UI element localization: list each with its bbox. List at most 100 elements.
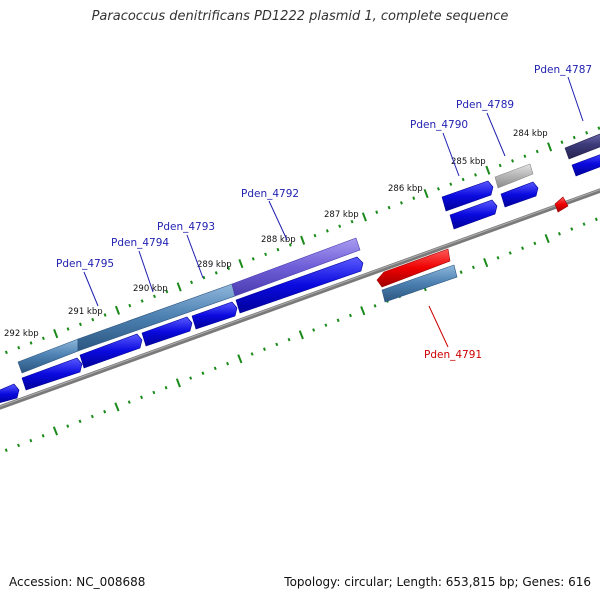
scale-label-285: 285 kbp: [451, 157, 486, 167]
accession-label: Accession: NC_008688: [9, 575, 146, 589]
topology-summary: Topology: circular; Length: 653,815 bp; …: [284, 575, 591, 589]
cds-arrow-pden-4789[interactable]: [500, 181, 539, 208]
scale-tick-minor: [164, 385, 168, 390]
scale-tick-minor: [66, 327, 70, 331]
scale-tick-minor: [275, 342, 279, 347]
scale-tick-minor: [449, 182, 453, 186]
scale-label-291: 291 kbp: [68, 307, 103, 317]
gene-label-pden-4791[interactable]: Pden_4791: [424, 349, 482, 361]
scale-label-284: 284 kbp: [513, 129, 548, 139]
gene-label-pden-4790[interactable]: Pden_4790: [410, 119, 468, 131]
gene-label-pden-4795[interactable]: Pden_4795: [56, 258, 114, 270]
scale-tick-minor: [227, 266, 231, 271]
cds-arrow-pden-4794[interactable]: [79, 333, 143, 369]
scale-tick-minor: [557, 232, 561, 236]
scale-label-290: 290 kbp: [133, 284, 168, 294]
cds-arrow-pden-4788[interactable]: [554, 196, 569, 213]
scale-tick-minor: [41, 336, 45, 341]
scale-tick-major: [485, 165, 491, 175]
scale-tick-minor: [461, 177, 465, 182]
scale-tick-major: [483, 258, 489, 268]
gene-label-pden-4794[interactable]: Pden_4794: [111, 237, 169, 249]
gene-feature-pden-4789[interactable]: [494, 163, 534, 189]
scale-tick-minor: [338, 224, 342, 228]
scale-tick-minor: [523, 154, 527, 158]
scale-tick-major: [53, 329, 59, 339]
scale-tick-major: [360, 306, 366, 316]
scale-tick-minor: [313, 233, 317, 238]
leader-pden-4795: [83, 271, 99, 307]
scale-tick-minor: [214, 271, 218, 275]
scale-tick-minor: [350, 219, 354, 224]
scale-tick-minor: [190, 280, 194, 285]
cds-arrow-pden-4790a[interactable]: [441, 180, 494, 212]
cds-arrow-pden-4787[interactable]: [571, 151, 600, 177]
scale-tick-minor: [373, 304, 377, 308]
scale-tick-minor: [375, 210, 379, 214]
scale-tick-major: [298, 330, 304, 340]
scale-tick-minor: [496, 256, 500, 260]
scale-tick-minor: [348, 313, 352, 318]
cds-arrow-pden-4795[interactable]: [21, 357, 83, 391]
scale-tick-minor: [570, 227, 574, 231]
scale-tick-minor: [597, 126, 600, 130]
scale-tick-minor: [436, 187, 440, 191]
scale-tick-minor: [533, 241, 537, 246]
gene-label-pden-4789[interactable]: Pden_4789: [456, 99, 514, 111]
gene-label-pden-4787[interactable]: Pden_4787: [534, 64, 592, 76]
cds-arrow-pden-4791[interactable]: [376, 248, 451, 288]
cds-arrow-pden-4790b[interactable]: [449, 199, 498, 230]
scale-tick-minor: [165, 289, 169, 294]
scale-tick-minor: [572, 135, 576, 140]
scale-tick-minor: [399, 201, 403, 205]
gene-labels: Pden_4787 Pden_4789 Pden_4790 Pden_4792 …: [56, 64, 592, 361]
scale-tick-minor: [276, 247, 280, 252]
leader-pden-4789: [486, 112, 506, 157]
leader-pden-4794: [138, 250, 154, 293]
scale-tick-minor: [189, 376, 193, 380]
gene-feature-pden-4787[interactable]: [564, 130, 600, 160]
scale-tick-minor: [582, 222, 586, 226]
gene-feature-pden-4792[interactable]: [231, 237, 361, 297]
scale-tick-minor: [412, 196, 416, 200]
outer-tick-ring: [4, 126, 600, 355]
leader-pden-4790: [442, 132, 460, 177]
scale-labels: 284 kbp 285 kbp 286 kbp 287 kbp 288 kbp …: [4, 129, 548, 339]
scale-tick-minor: [213, 366, 217, 371]
scale-tick-minor: [66, 424, 70, 428]
scale-tick-minor: [29, 341, 33, 345]
scale-tick-minor: [535, 149, 539, 154]
scale-tick-major: [547, 142, 553, 152]
scale-tick-major: [237, 354, 243, 364]
gene-label-pden-4793[interactable]: Pden_4793: [157, 221, 215, 233]
scale-tick-minor: [250, 352, 254, 356]
scale-tick-minor: [459, 270, 463, 274]
scale-tick-minor: [140, 299, 144, 303]
scale-tick-minor: [251, 257, 255, 261]
scale-tick-minor: [17, 443, 21, 448]
scale-tick-minor: [103, 313, 107, 317]
gene-label-pden-4792[interactable]: Pden_4792: [241, 188, 299, 200]
scale-tick-minor: [262, 347, 266, 351]
cds-arrow-pden-4793b[interactable]: [191, 301, 238, 330]
scale-tick-major: [423, 188, 429, 199]
scale-tick-minor: [324, 323, 328, 327]
scale-tick-minor: [521, 246, 525, 250]
scale-tick-minor: [288, 243, 292, 247]
scale-tick-minor: [287, 337, 291, 342]
cds-arrow-pden-4793[interactable]: [141, 316, 193, 347]
leader-pden-4792: [268, 200, 288, 241]
scale-tick-minor: [560, 140, 564, 144]
scale-tick-major: [300, 235, 306, 245]
leader-pden-4787: [567, 76, 584, 122]
cds-arrow-pden-4792[interactable]: [235, 256, 364, 314]
gene-feature-pden-4791[interactable]: [381, 264, 458, 303]
scale-tick-major: [238, 259, 244, 269]
scale-tick-minor: [471, 265, 475, 270]
cds-arrow-pden-4796[interactable]: [0, 383, 20, 404]
scale-tick-minor: [41, 434, 45, 438]
gene-feature-lane: [17, 130, 600, 374]
scale-tick-minor: [594, 217, 598, 222]
scale-label-292: 292 kbp: [4, 329, 39, 339]
scale-label-287: 287 kbp: [324, 210, 359, 220]
